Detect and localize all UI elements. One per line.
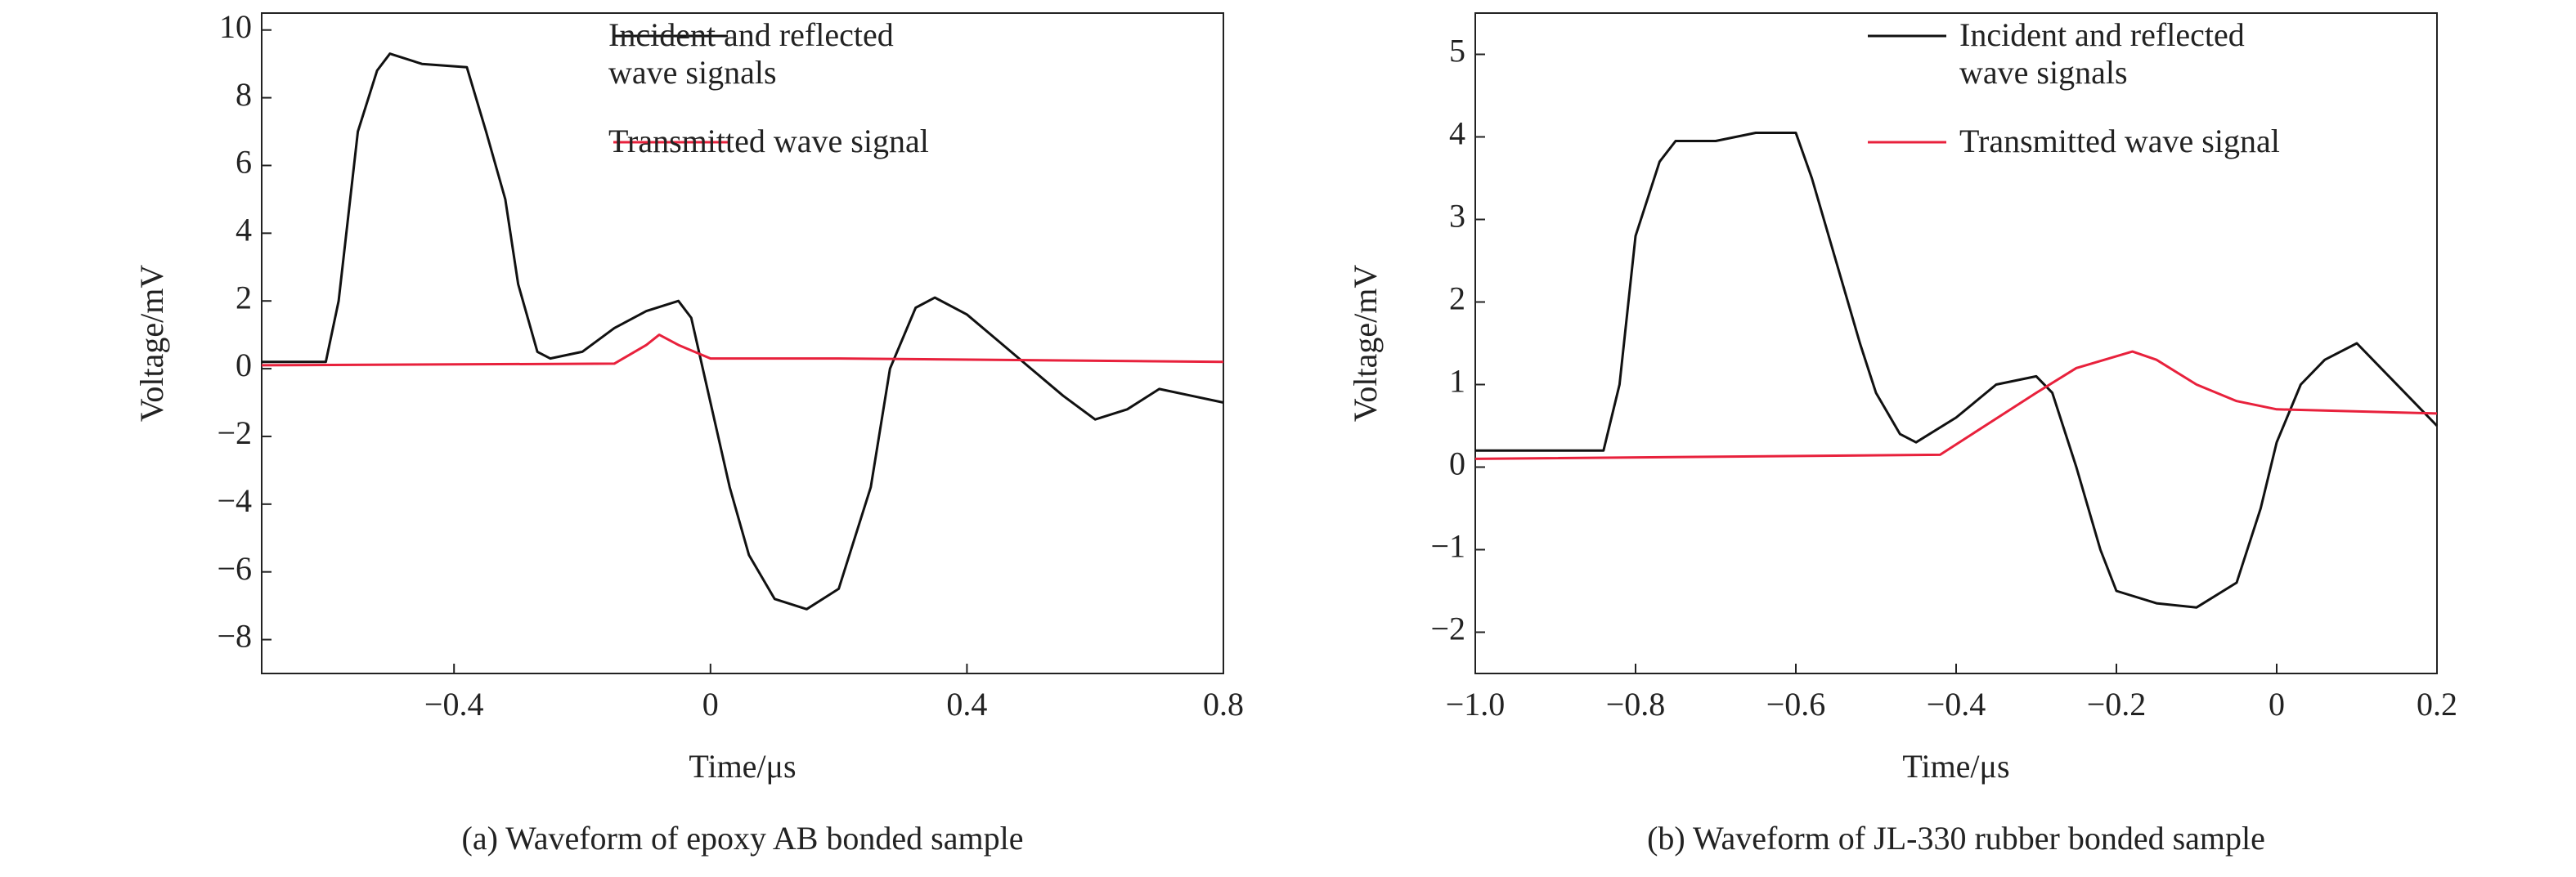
y-tick-label: 2 bbox=[236, 279, 252, 315]
y-tick-label: 4 bbox=[236, 212, 252, 248]
x-tick-label: 0 bbox=[2269, 686, 2285, 723]
plot-frame bbox=[261, 12, 1224, 674]
x-tick-label: 0.8 bbox=[1203, 686, 1244, 723]
x-tick-label: −0.2 bbox=[2087, 686, 2147, 723]
line-series bbox=[1475, 132, 2439, 609]
line-series bbox=[261, 333, 1224, 367]
y-tick-label: 8 bbox=[236, 76, 252, 113]
x-axis-label: Time/μs bbox=[1902, 748, 2009, 785]
x-tick-label: −1.0 bbox=[1446, 686, 1506, 723]
caption: (b) Waveform of JL-330 rubber bonded sam… bbox=[1647, 820, 2265, 857]
x-tick-label: −0.8 bbox=[1606, 686, 1666, 723]
plot-frame bbox=[1474, 12, 2438, 674]
legend-label: Incident and reflected wave signals bbox=[608, 16, 894, 91]
y-tick-label: −8 bbox=[217, 618, 252, 655]
x-tick-label: −0.4 bbox=[424, 686, 484, 723]
y-tick-label: 1 bbox=[1449, 363, 1465, 400]
caption: (a) Waveform of epoxy AB bonded sample bbox=[462, 820, 1024, 857]
y-tick-label: −2 bbox=[217, 414, 252, 451]
y-tick-label: −2 bbox=[1430, 611, 1465, 647]
y-tick-label: 4 bbox=[1449, 115, 1465, 152]
x-tick-label: −0.4 bbox=[1927, 686, 1986, 723]
y-tick-label: 2 bbox=[1449, 280, 1465, 317]
x-tick-label: −0.6 bbox=[1766, 686, 1826, 723]
legend-label: Transmitted wave signal bbox=[608, 123, 929, 159]
y-tick-label: 5 bbox=[1449, 33, 1465, 69]
legend-label: Incident and reflected wave signals bbox=[1959, 16, 2245, 91]
y-tick-label: −4 bbox=[217, 482, 252, 519]
y-tick-label: 0 bbox=[1449, 445, 1465, 482]
legend-label: Transmitted wave signal bbox=[1959, 123, 2280, 159]
x-tick-label: 0 bbox=[702, 686, 719, 723]
x-tick-label: 0.4 bbox=[946, 686, 987, 723]
y-axis-label: Voltage/mV bbox=[1347, 265, 1384, 423]
x-tick-label: 0.2 bbox=[2417, 686, 2457, 723]
x-axis-label: Time/μs bbox=[689, 748, 796, 785]
y-axis-label: Voltage/mV bbox=[133, 265, 170, 423]
y-tick-label: 0 bbox=[236, 347, 252, 383]
y-tick-label: −1 bbox=[1430, 528, 1465, 565]
y-tick-label: 3 bbox=[1449, 198, 1465, 235]
line-series bbox=[1474, 350, 2438, 460]
line-series bbox=[262, 52, 1224, 611]
y-tick-label: 10 bbox=[219, 8, 252, 45]
y-tick-label: −6 bbox=[217, 550, 252, 587]
y-tick-label: 6 bbox=[236, 144, 252, 181]
